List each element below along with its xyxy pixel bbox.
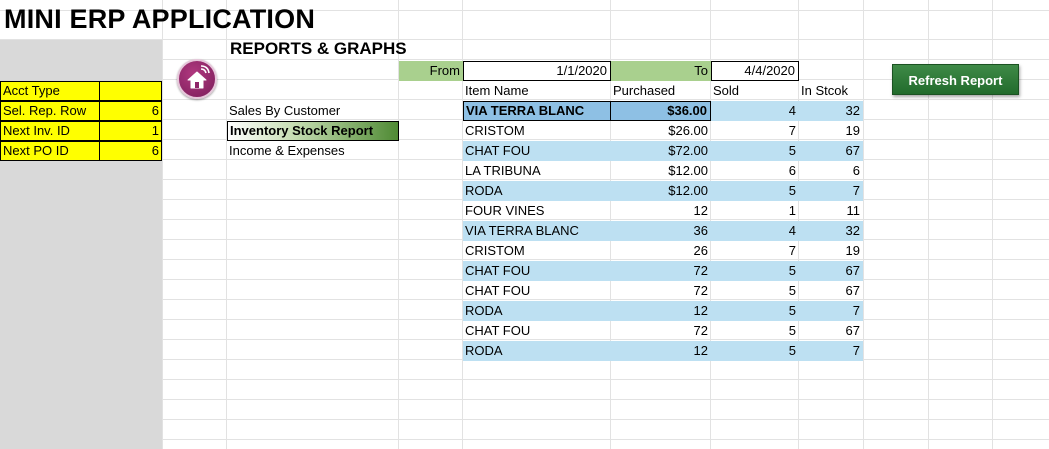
cell-purchased: 12 [693,343,708,358]
app-title: MINI ERP APPLICATION [4,4,316,34]
cell-item-name: RODA [465,343,503,358]
cell-in-stock: 67 [845,323,860,338]
cell-item-name: FOUR VINES [465,203,545,218]
cell-purchased: 72 [693,283,708,298]
to-date-field[interactable]: 4/4/2020 [711,61,799,81]
table-row[interactable]: LA TRIBUNA $12.00 6 6 [463,161,863,181]
table-row[interactable]: CHAT FOU 72 5 67 [463,261,863,281]
cell-sold: 5 [788,143,796,158]
cell-item-name: CRISTOM [465,123,525,138]
cell-sold: 5 [788,283,796,298]
cell-item-name: CHAT FOU [465,143,531,158]
menu-income-expenses[interactable]: Income & Expenses [229,143,345,158]
table-row[interactable]: CRISTOM 26 7 19 [463,241,863,261]
table-row[interactable]: RODA $12.00 5 7 [463,181,863,201]
table-row[interactable]: VIA TERRA BLANC 36 4 32 [463,221,863,241]
cell-purchased: 72 [693,263,708,278]
refresh-report-button[interactable]: Refresh Report [892,64,1019,95]
menu-inventory-stock-report[interactable]: Inventory Stock Report [227,121,399,141]
cell-sold: 5 [788,263,796,278]
cell-purchased: 72 [693,323,708,338]
table-row[interactable]: CHAT FOU 72 5 67 [463,281,863,301]
cell-in-stock: 11 [846,203,861,218]
cell-purchased: 36 [693,223,708,238]
header-in-stock: In Stcok [801,83,848,98]
side-row-next-inv-id: Next Inv. ID 1 [0,121,162,141]
side-label: Acct Type [0,81,100,101]
side-label: Next Inv. ID [0,121,100,141]
cell-purchased: 12 [693,203,708,218]
side-label: Sel. Rep. Row [0,101,100,121]
menu-sales-by-customer[interactable]: Sales By Customer [229,103,341,118]
cell-in-stock: 67 [845,263,860,278]
cell-in-stock: 67 [845,283,860,298]
cell-in-stock: 67 [845,143,860,158]
cell-item-name: RODA [465,183,503,198]
side-value[interactable]: 6 [100,101,162,121]
table-row[interactable]: RODA 12 5 7 [463,341,863,361]
cell-sold: 7 [788,243,796,258]
cell-purchased: $72.00 [668,143,708,158]
cell-purchased: $26.00 [668,123,708,138]
cell-item-name: LA TRIBUNA [465,163,541,178]
cell-purchased: $36.00 [611,101,711,121]
home-button[interactable] [177,59,217,99]
cell-item-name: CHAT FOU [465,283,531,298]
cell-item-name: CHAT FOU [465,323,531,338]
cell-in-stock: 32 [845,223,860,238]
cell-purchased: $12.00 [668,163,708,178]
cell-purchased: $12.00 [668,183,708,198]
table-row[interactable]: RODA 12 5 7 [463,301,863,321]
cell-in-stock: 7 [852,183,860,198]
cell-item-name: CHAT FOU [465,263,531,278]
cell-sold: 5 [788,183,796,198]
cell-in-stock: 19 [845,243,860,258]
table-row[interactable]: VIA TERRA BLANC $36.00 4 32 [463,101,863,121]
cell-sold: 5 [788,323,796,338]
cell-in-stock: 7 [852,303,860,318]
cell-item-name: VIA TERRA BLANC [465,223,579,238]
header-sold: Sold [713,83,740,98]
header-item-name: Item Name [465,83,529,98]
from-date-field[interactable]: 1/1/2020 [463,61,611,81]
cell-purchased: 26 [693,243,708,258]
from-label: From [399,61,463,81]
to-label: To [611,61,711,81]
cell-item-name: VIA TERRA BLANC [463,101,611,121]
side-label: Next PO ID [0,141,100,161]
section-title: REPORTS & GRAPHS [230,39,407,58]
cell-item-name: CRISTOM [465,243,525,258]
cell-in-stock: 6 [852,163,860,178]
cell-sold: 5 [788,343,796,358]
cell-item-name: RODA [465,303,503,318]
cell-sold: 1 [788,203,796,218]
cell-sold: 7 [788,123,796,138]
table-row[interactable]: CHAT FOU 72 5 67 [463,321,863,341]
header-purchased: Purchased [613,83,676,98]
table-row[interactable]: CRISTOM $26.00 7 19 [463,121,863,141]
cell-in-stock: 32 [845,103,860,118]
side-row-sel-rep-row: Sel. Rep. Row 6 [0,101,162,121]
cell-sold: 6 [788,163,796,178]
cell-sold: 4 [788,223,796,238]
side-value[interactable]: 6 [100,141,162,161]
cell-in-stock: 19 [845,123,860,138]
cell-sold: 5 [788,303,796,318]
cell-in-stock: 7 [852,343,860,358]
table-row[interactable]: CHAT FOU $72.00 5 67 [463,141,863,161]
side-value[interactable] [100,81,162,101]
side-value[interactable]: 1 [100,121,162,141]
side-row-acct-type: Acct Type [0,81,162,101]
cell-purchased: 12 [693,303,708,318]
wifi-icon [200,68,207,74]
table-row[interactable]: FOUR VINES 12 1 11 [463,201,863,221]
cell-sold: 4 [788,103,796,118]
side-row-next-po-id: Next PO ID 6 [0,141,162,161]
home-icon [187,65,210,89]
